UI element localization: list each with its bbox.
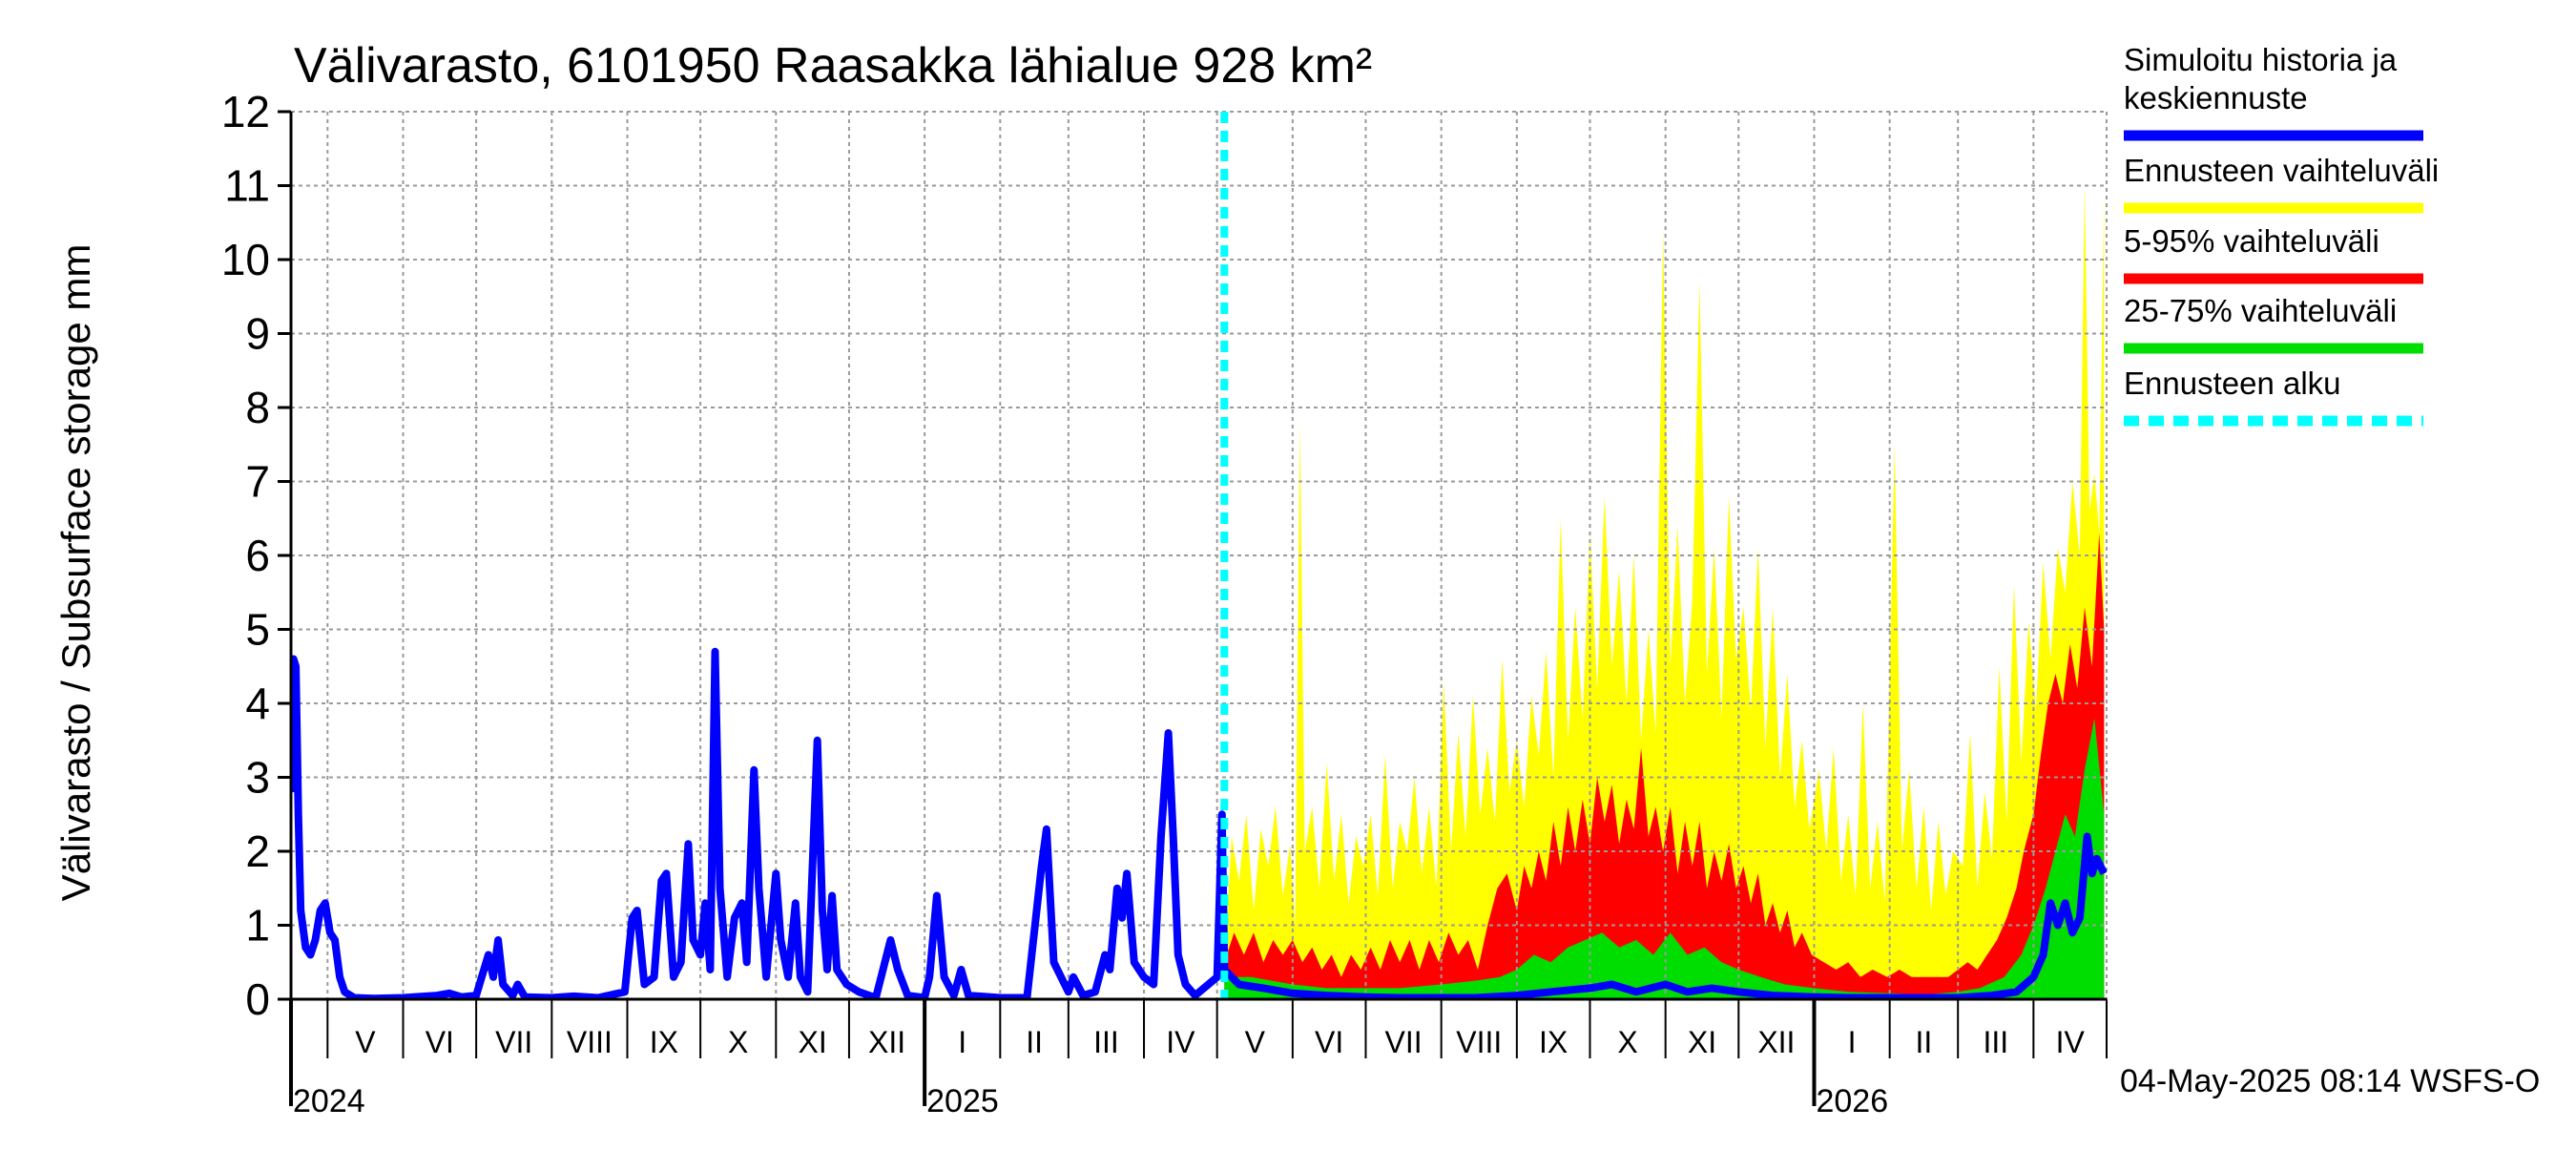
legend-label: 25-75% vaihteluväli <box>2124 293 2397 328</box>
month-label: XII <box>1757 1025 1795 1059</box>
month-label: IX <box>650 1025 678 1059</box>
y-tick-label: 6 <box>245 531 270 580</box>
y-tick-label: 3 <box>245 753 270 803</box>
month-label: I <box>958 1025 966 1059</box>
month-label: X <box>728 1025 748 1059</box>
y-axis-label: Välivarasto / Subsurface storage mm <box>53 244 98 902</box>
month-label: XII <box>868 1025 905 1059</box>
y-tick-label: 11 <box>224 161 270 211</box>
month-label: III <box>1983 1025 2008 1059</box>
y-tick-label: 10 <box>221 235 270 284</box>
month-label: I <box>1848 1025 1857 1059</box>
history-mean-line <box>291 647 2107 999</box>
month-label: X <box>1617 1025 1637 1059</box>
month-label: VI <box>426 1025 454 1059</box>
footer-timestamp: 04-May-2025 08:14 WSFS-O <box>2120 1063 2540 1099</box>
month-label: IX <box>1539 1025 1568 1059</box>
month-label: IV <box>1166 1025 1195 1059</box>
y-tick-label: 12 <box>221 87 270 136</box>
y-tick-label: 1 <box>245 901 270 951</box>
y-tick-label: 4 <box>245 679 270 728</box>
band-full-range <box>1224 185 2105 999</box>
month-label: VI <box>1315 1025 1343 1059</box>
year-label: 2025 <box>926 1083 999 1119</box>
chart-title: Välivarasto, 6101950 Raasakka lähialue 9… <box>294 38 1372 94</box>
month-label: II <box>1916 1025 1933 1059</box>
series-layer <box>291 112 2107 999</box>
legend-label: keskiennuste <box>2124 80 2308 115</box>
band-5-95 <box>1224 533 2105 999</box>
month-label: V <box>355 1025 376 1059</box>
y-tick-label: 9 <box>245 309 270 359</box>
y-tick-label: 8 <box>245 383 270 432</box>
month-label: VII <box>495 1025 532 1059</box>
year-label: 2024 <box>293 1083 365 1119</box>
month-label: IV <box>2056 1025 2086 1059</box>
legend-label: Ennusteen vaihteluväli <box>2124 153 2439 188</box>
legend-label: Ennusteen alku <box>2124 366 2341 401</box>
y-tick-label: 2 <box>245 826 270 876</box>
month-label: VIII <box>567 1025 613 1059</box>
month-label: XI <box>799 1025 827 1059</box>
month-label: VII <box>1385 1025 1423 1059</box>
band-25-75 <box>1224 718 2105 999</box>
legend-label: Simuloitu historia ja <box>2124 42 2398 77</box>
y-tick-label: 5 <box>245 605 270 655</box>
y-tick-label: 7 <box>245 457 270 507</box>
uncertainty-bands <box>1224 185 2105 999</box>
month-label: V <box>1245 1025 1266 1059</box>
month-label: II <box>1026 1025 1043 1059</box>
grid <box>291 111 2108 999</box>
month-label: III <box>1093 1025 1119 1059</box>
y-tick-label: 0 <box>245 974 270 1024</box>
legend-label: 5-95% vaihteluväli <box>2124 223 2379 259</box>
month-label: XI <box>1688 1025 1716 1059</box>
year-label: 2026 <box>1816 1083 1888 1119</box>
month-label: VIII <box>1456 1025 1502 1059</box>
